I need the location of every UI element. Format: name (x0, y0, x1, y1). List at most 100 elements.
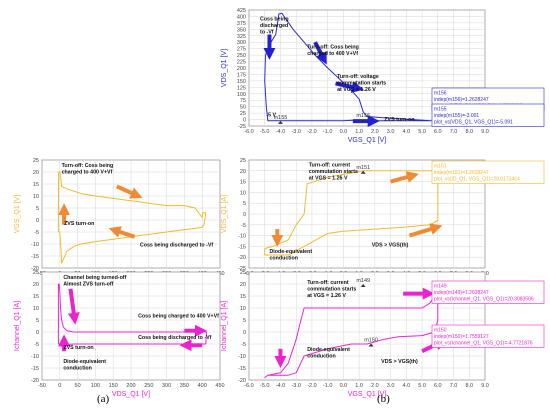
annotation-text: Diode-equivalent (307, 347, 350, 353)
marker-triangle (360, 284, 366, 287)
y-tick-label: -15 (31, 254, 39, 260)
y-tick-label: 5 (36, 318, 39, 324)
y-tick-label: -15 (238, 244, 246, 250)
readout-text: indep(m149)=1.2628247 (434, 290, 489, 296)
y-tick-label: 5 (243, 318, 246, 324)
annotation-text: Coss being charged to 400 V+Vf (138, 314, 219, 320)
annotation-text: Coss being discharged to -Vf (140, 242, 214, 248)
annotation-text: commutation starts (307, 287, 356, 293)
marker-triangle (368, 343, 374, 347)
y-tick-label: -10 (31, 354, 39, 360)
readout-box (431, 103, 545, 127)
marker-label: m149 (356, 278, 370, 284)
annotation-text: ZVS turn-on (63, 345, 93, 351)
y-axis-label: VDS_Q1 [A] (221, 195, 228, 233)
y-tick-label: 15 (240, 180, 246, 186)
x-tick-label: 200 (126, 383, 135, 389)
x-tick-label: 7.0 (450, 129, 458, 135)
y-tick-label: -15 (31, 366, 39, 372)
y-tick-label: -10 (238, 234, 246, 240)
y-tick-label: -5 (241, 223, 246, 229)
annotation-text: to -Vf (260, 29, 274, 35)
x-tick-label: 450 (215, 383, 224, 389)
x-tick-label: 3.0 (387, 129, 395, 135)
x-tick-label: 6.0 (434, 383, 442, 389)
y-tick-label: 425 (237, 8, 246, 14)
y-tick-label: 0 (243, 330, 246, 336)
marker-triangle (360, 119, 366, 123)
x-tick-label: 5.0 (418, 383, 426, 389)
y-tick-label: 100 (237, 92, 246, 98)
readout-text: m149 (434, 284, 447, 290)
x-tick-label: 7.0 (450, 383, 458, 389)
x-tick-label: 1.0 (355, 383, 363, 389)
annotation-text: at VGS = 1.26 V (309, 175, 348, 181)
y-tick-label: 10 (33, 306, 39, 312)
x-tick-label: 2.0 (371, 383, 379, 389)
annotation-arrow (390, 171, 419, 184)
y-tick-label: 25 (240, 111, 246, 117)
y-tick-label: 325 (237, 34, 246, 40)
y-tick-label: -20 (31, 266, 39, 272)
y-tick-label: 10 (240, 190, 246, 196)
y-tick-label: 300 (237, 40, 246, 46)
x-tick-label: -50 (38, 383, 46, 389)
y-tick-label: 0 (243, 118, 246, 124)
annotation-text: Coss being (260, 16, 289, 22)
annotation-text: Diode-equivalent (63, 359, 106, 365)
annotation-text: Almost ZVS turn-off (63, 282, 113, 288)
y-tick-label: -20 (238, 378, 246, 384)
x-tick-label: 100 (91, 383, 100, 389)
x-tick-label: 9.0 (481, 383, 489, 389)
readout-box (431, 324, 545, 348)
x-tick-label: 3.0 (387, 383, 395, 389)
series-line (57, 171, 207, 264)
y-tick-label: 250 (237, 53, 246, 59)
y-tick-label: -5 (241, 342, 246, 348)
readout-text: m155 (434, 107, 447, 113)
annotation-text: discharged (260, 23, 288, 29)
annotation-text: Turn-off: Coss being (62, 163, 114, 169)
y-tick-label: 0 (36, 218, 39, 224)
annotation-text: Turn-off: voltage (337, 74, 379, 80)
y-tick-label: -25 (238, 124, 246, 130)
readout-box (431, 160, 545, 184)
y-tick-label: -10 (31, 242, 39, 248)
annotation-text: Coss being discharged to -Vf (138, 335, 212, 341)
annotation-text: Turn-off: current (307, 280, 349, 286)
readout-text: plot_vs(Ichannel_Q1, VGS_Q1)=20.3083506 (434, 297, 534, 303)
x-tick-label: 50 (75, 383, 81, 389)
annotation-text: VDS > VGS(th) (381, 359, 418, 365)
x-tick-label: 6.0 (434, 129, 442, 135)
marker-triangle (277, 120, 283, 124)
x-tick-label: 0.0 (340, 129, 348, 135)
y-tick-label: 20 (240, 282, 246, 288)
y-tick-label: 20 (33, 170, 39, 176)
series-line (264, 283, 439, 379)
y-tick-label: 25 (240, 270, 246, 276)
x-tick-label: -6.0 (244, 383, 253, 389)
x-axis-label: VGS_Q1 [V] (348, 391, 387, 398)
x-tick-label: 0.0 (340, 383, 348, 389)
readout-text: m151 (434, 164, 447, 170)
chart-a_mid: -50050100150200250300350400450-20-15-10-… (14, 158, 225, 286)
x-tick-label: -1.0 (323, 129, 332, 135)
annotation-text: VDS > VGS(th) (372, 242, 409, 248)
y-axis-label: Ichannel_Q1 [A] (14, 301, 21, 351)
figure-label-b: (b) (377, 393, 390, 405)
y-tick-label: 25 (240, 158, 246, 164)
annotation-text: commutation starts (337, 80, 386, 86)
x-tick-label: 0 (58, 383, 61, 389)
marker-label: m150 (364, 337, 378, 343)
y-tick-label: 10 (33, 194, 39, 200)
annotation-text: conduction (63, 366, 92, 372)
annotation-arrow (67, 288, 80, 325)
y-tick-label: 375 (237, 21, 246, 27)
y-tick-label: 10 (240, 306, 246, 312)
x-tick-label: -4.0 (276, 383, 285, 389)
x-tick-label: 1.0 (355, 129, 363, 135)
y-tick-label: 15 (33, 294, 39, 300)
annotation-text: Diode-equivalent (269, 249, 312, 255)
annotation-arrow (335, 81, 364, 93)
x-tick-label: 8.0 (465, 383, 473, 389)
